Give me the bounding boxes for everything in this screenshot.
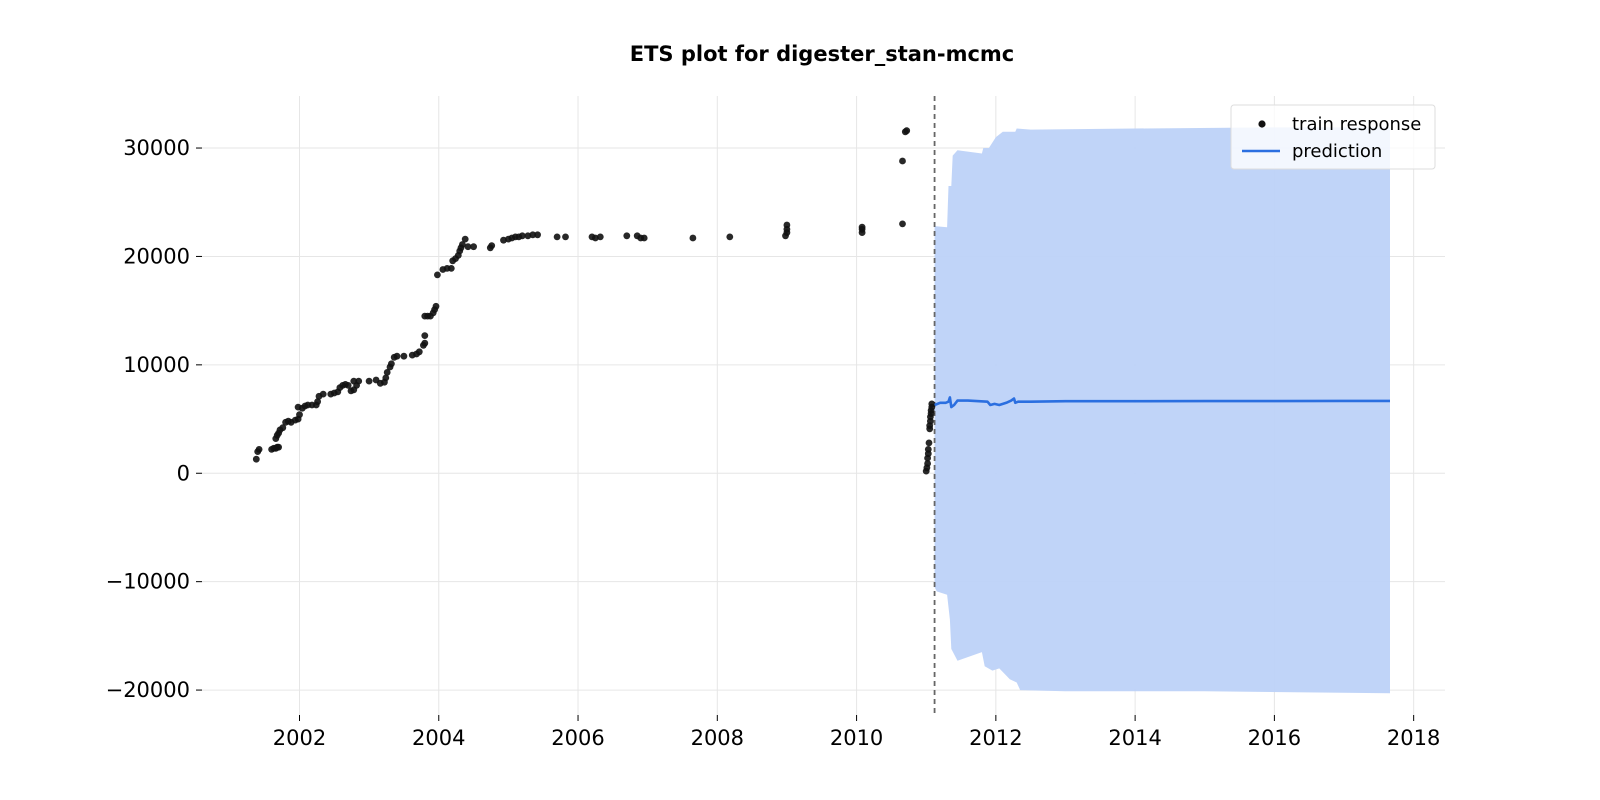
train-point xyxy=(461,235,469,243)
train-point xyxy=(928,400,936,408)
train-point xyxy=(596,233,604,241)
train-point xyxy=(459,241,466,248)
y-tick-label: −20000 xyxy=(106,678,190,702)
train-point xyxy=(447,265,455,272)
train-point xyxy=(421,339,429,347)
y-tick-label: 20000 xyxy=(123,244,190,268)
prediction-line xyxy=(934,396,1390,409)
train-point xyxy=(432,302,440,310)
legend-box xyxy=(1230,104,1436,170)
y-tick-label: −10000 xyxy=(106,570,190,594)
y-tick-label: 0 xyxy=(177,461,190,485)
axes: 2002 2004 2006 2008 2010 2012 2014 2016 2018 −200… xyxy=(106,136,1441,750)
train-point xyxy=(400,352,408,360)
train-point xyxy=(319,390,327,398)
train-point xyxy=(783,221,791,229)
train-point xyxy=(365,377,373,385)
x-tick-label: 2010 xyxy=(830,726,883,750)
x-tick-label: 2008 xyxy=(691,726,744,750)
train-point xyxy=(899,157,906,165)
train-point xyxy=(355,377,363,385)
x-tick-label: 2012 xyxy=(969,726,1022,750)
train-point xyxy=(689,234,697,242)
train-response-points xyxy=(252,127,936,475)
train-point xyxy=(296,411,303,419)
train-point xyxy=(640,234,648,242)
train-point xyxy=(623,232,631,240)
train-point xyxy=(393,352,401,360)
train-point xyxy=(383,369,391,376)
x-tick-label: 2002 xyxy=(273,726,326,750)
train-point xyxy=(314,398,321,406)
train-point xyxy=(899,220,906,228)
y-tick-label: 30000 xyxy=(123,136,190,160)
train-point xyxy=(518,232,526,240)
prediction-interval-band xyxy=(934,127,1390,694)
train-point xyxy=(344,382,352,389)
train-point xyxy=(470,243,477,251)
legend-train-marker xyxy=(1258,120,1266,128)
train-point xyxy=(434,271,441,279)
train-point xyxy=(903,127,911,135)
x-tick-label: 2006 xyxy=(551,726,604,750)
train-point xyxy=(534,231,541,239)
train-point xyxy=(275,443,282,451)
legend-train-label: train response xyxy=(1292,114,1421,135)
train-point xyxy=(924,446,932,453)
y-tick-label: 10000 xyxy=(123,353,190,377)
train-point xyxy=(382,374,390,382)
legend-prediction-label: prediction xyxy=(1292,141,1382,162)
train-point xyxy=(421,332,429,339)
prediction-line-group xyxy=(934,396,1390,409)
train-point xyxy=(562,233,569,241)
train-point xyxy=(279,424,287,432)
train-point xyxy=(464,243,472,251)
legend: train response prediction xyxy=(1230,104,1436,170)
train-point xyxy=(488,242,496,250)
x-tick-label: 2018 xyxy=(1387,726,1440,750)
x-tick-label: 2016 xyxy=(1248,726,1301,750)
chart-title: ETS plot for digester_stan-mcmc xyxy=(630,42,1015,66)
prediction-interval xyxy=(934,127,1390,694)
train-point xyxy=(415,348,423,356)
x-tick-label: 2014 xyxy=(1108,726,1161,750)
train-point xyxy=(529,231,537,239)
x-tick-label: 2004 xyxy=(412,726,465,750)
train-point xyxy=(925,439,933,447)
train-point xyxy=(553,233,561,241)
train-point xyxy=(858,223,866,231)
train-point xyxy=(924,460,931,467)
train-point xyxy=(255,446,263,453)
train-point xyxy=(726,233,734,241)
train-point xyxy=(388,360,395,368)
train-point xyxy=(350,377,358,385)
train-point xyxy=(252,455,260,463)
